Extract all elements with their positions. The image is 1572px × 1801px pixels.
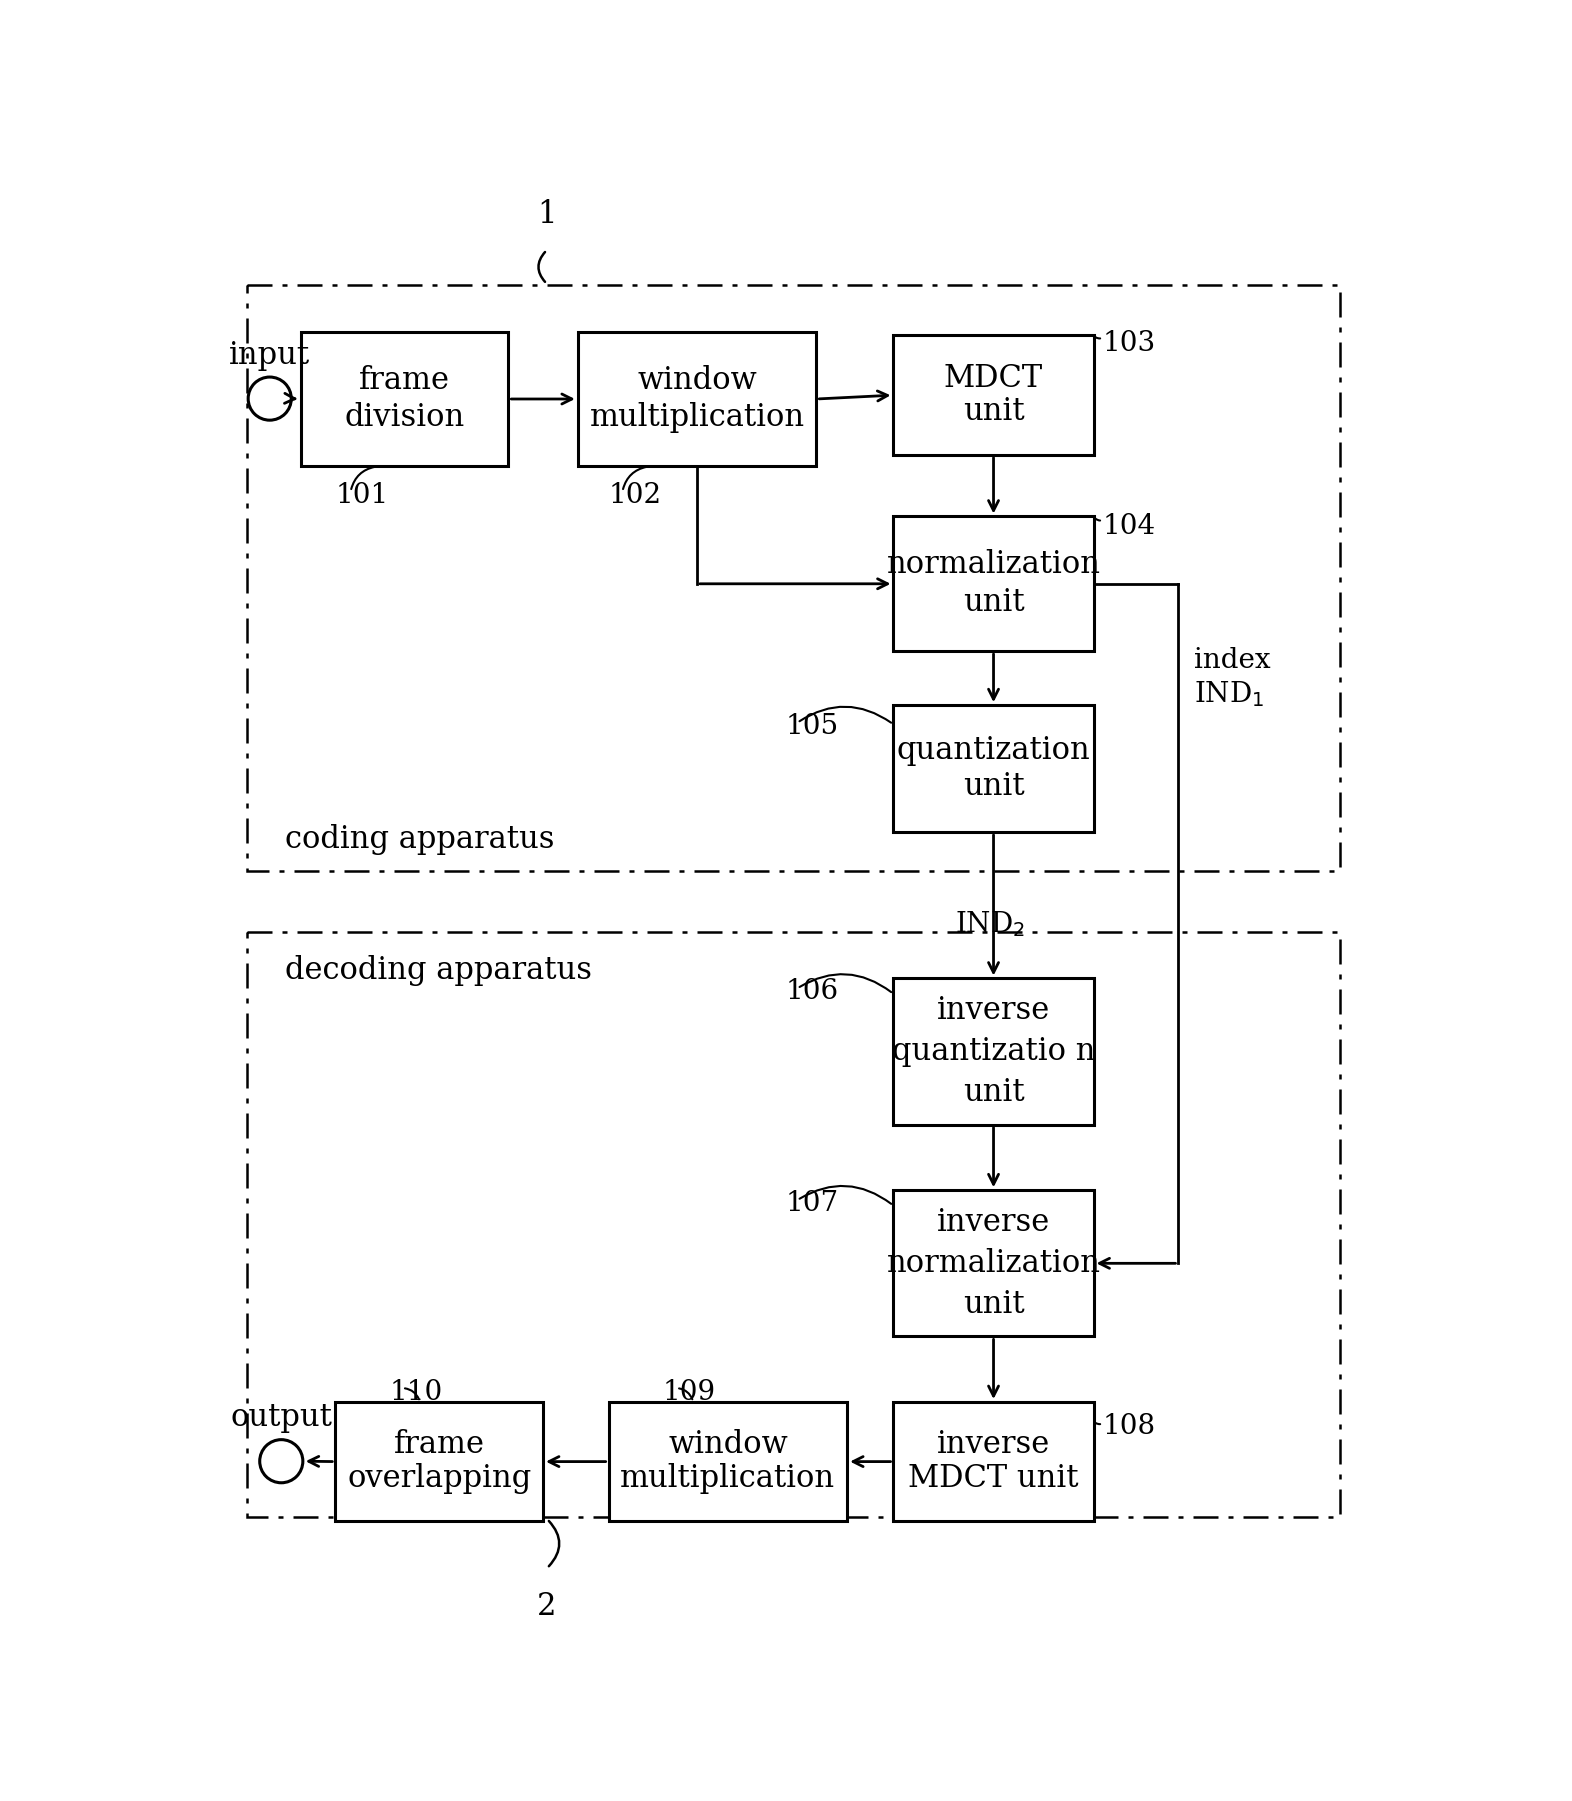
Text: normalization: normalization [887, 1248, 1100, 1279]
Text: MDCT unit: MDCT unit [909, 1462, 1078, 1493]
Bar [893, 704, 1094, 832]
Text: 104: 104 [1104, 513, 1155, 540]
Text: index
IND$_1$: index IND$_1$ [1193, 647, 1270, 710]
Bar [893, 517, 1094, 652]
Bar [893, 1401, 1094, 1522]
Bar [300, 331, 508, 466]
Text: 102: 102 [608, 483, 662, 508]
Text: 108: 108 [1104, 1414, 1155, 1441]
Text: frame: frame [393, 1430, 484, 1461]
Bar [893, 1190, 1094, 1336]
Text: output: output [231, 1403, 332, 1434]
Text: unit: unit [962, 771, 1025, 801]
Text: unit: unit [962, 587, 1025, 618]
Text: division: division [344, 402, 465, 434]
Text: decoding apparatus: decoding apparatus [285, 955, 593, 987]
Text: unit: unit [962, 1290, 1025, 1320]
Text: window: window [668, 1430, 788, 1461]
Text: multiplication: multiplication [590, 402, 805, 434]
Bar [335, 1401, 542, 1522]
Bar [608, 1401, 847, 1522]
Text: inverse: inverse [937, 996, 1050, 1027]
Text: 101: 101 [335, 483, 388, 508]
Text: inverse: inverse [937, 1207, 1050, 1237]
Text: 1: 1 [538, 198, 556, 231]
Text: 109: 109 [662, 1380, 715, 1407]
Bar [247, 933, 1339, 1518]
Text: window: window [637, 364, 758, 396]
Text: quantization: quantization [896, 735, 1091, 765]
Text: MDCT: MDCT [943, 364, 1044, 394]
Text: 103: 103 [1104, 330, 1155, 357]
Text: coding apparatus: coding apparatus [285, 825, 555, 855]
Bar [247, 285, 1339, 870]
Bar [893, 335, 1094, 456]
Text: inverse: inverse [937, 1430, 1050, 1461]
Text: 2: 2 [538, 1590, 556, 1621]
Text: 110: 110 [390, 1380, 442, 1407]
Text: unit: unit [962, 396, 1025, 427]
Text: quantizatio n: quantizatio n [891, 1036, 1096, 1066]
Text: 107: 107 [786, 1190, 839, 1217]
Text: frame: frame [358, 364, 450, 396]
Text: overlapping: overlapping [347, 1462, 531, 1493]
Bar [893, 978, 1094, 1124]
Text: normalization: normalization [887, 549, 1100, 580]
Text: IND$_2$: IND$_2$ [954, 910, 1025, 940]
Text: input: input [230, 340, 310, 371]
Bar [578, 331, 816, 466]
Text: multiplication: multiplication [621, 1462, 835, 1493]
Text: 106: 106 [786, 978, 839, 1005]
Text: 105: 105 [786, 713, 839, 740]
Text: unit: unit [962, 1077, 1025, 1108]
